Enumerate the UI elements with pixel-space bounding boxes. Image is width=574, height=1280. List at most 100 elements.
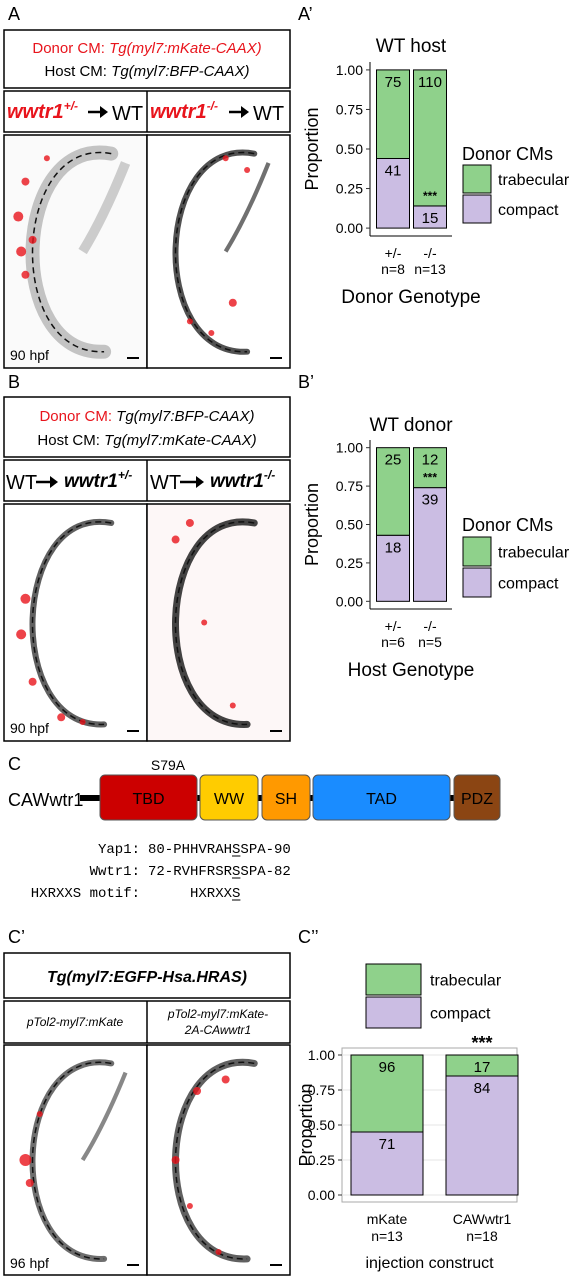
donor-cell xyxy=(57,713,66,722)
donor-cell xyxy=(79,719,86,726)
y-tick-label: 0.00 xyxy=(336,220,363,236)
x-axis-title: Donor Genotype xyxy=(341,287,480,308)
legend-key xyxy=(365,996,422,1029)
charts: 0.000.250.500.751.004175+/-n=815110-/-n=… xyxy=(296,36,570,1272)
arrow-head xyxy=(100,106,108,118)
bar-segment xyxy=(376,534,410,602)
x-tick-label: -/- xyxy=(423,618,437,634)
bar-segment xyxy=(413,69,447,207)
bar-count: 15 xyxy=(422,210,439,227)
panel-label: C’’ xyxy=(298,927,319,947)
legend-label: compact xyxy=(430,1006,491,1023)
x-tick-label: mKate xyxy=(367,1211,408,1227)
y-tick-label: 0.75 xyxy=(336,478,363,494)
sequence: HXRXXS xyxy=(190,886,240,902)
y-tick-label: 0.50 xyxy=(336,141,363,157)
sequence: 72-RVHFRSRSSPA-82 xyxy=(148,864,291,880)
genotype: wwtr1+/- xyxy=(7,99,78,123)
donor-line: Donor CM: Tg(myl7:BFP-CAAX) xyxy=(39,408,254,425)
donor-cell xyxy=(19,1154,32,1166)
chart-title: WT host xyxy=(376,36,447,57)
construct-label: CAWwtr1 xyxy=(8,790,83,810)
chart: 0.00 0.25 0.50 0.75 1.00 41 75 +/-n=8 15 110 -/-n=… xyxy=(302,36,570,308)
gene-sup: +/- xyxy=(118,468,132,482)
bar-segment xyxy=(376,69,410,159)
source: WT xyxy=(6,472,37,494)
sequence-label: Yap1: xyxy=(98,842,140,858)
sequence: 80-PHHVRAHSSPA-90 xyxy=(148,842,291,858)
bar-count: 41 xyxy=(385,162,402,179)
y-tick-label: 0.25 xyxy=(336,181,363,197)
x-tick-label: +/- xyxy=(385,618,402,634)
donor-cell xyxy=(16,246,27,257)
bar-count: 75 xyxy=(385,74,402,91)
arrow-head xyxy=(196,476,204,488)
y-tick-label: 0.00 xyxy=(308,1187,335,1203)
tissue-edge xyxy=(31,521,112,726)
legend-box xyxy=(3,396,291,458)
domain-label: TAD xyxy=(366,791,397,808)
gene-sup: -/- xyxy=(264,468,275,482)
x-tick-label: -/- xyxy=(423,245,437,261)
arrow-head xyxy=(241,106,249,118)
donor-cell xyxy=(171,535,180,544)
y-axis-title: Proportion xyxy=(302,107,322,190)
donor-cell xyxy=(28,235,37,244)
x-axis-title: injection construct xyxy=(365,1255,494,1272)
bar-segment xyxy=(376,447,410,536)
legend-label: compact xyxy=(498,576,559,593)
tissue-edge xyxy=(174,151,255,353)
x-tick-note: n=5 xyxy=(418,634,442,650)
host-label: Host CM: xyxy=(37,432,100,449)
source: WT xyxy=(150,472,181,494)
chart-title: WT donor xyxy=(369,415,453,436)
donor-cell xyxy=(43,155,50,162)
domain xyxy=(312,774,451,821)
donor-cell xyxy=(21,177,30,186)
legend-key xyxy=(462,536,492,567)
donor-label: Donor CM: xyxy=(32,40,105,57)
bar-segment xyxy=(376,157,410,229)
legend-box xyxy=(3,29,291,89)
donor-cell xyxy=(228,298,237,307)
gene: wwtr1 xyxy=(7,101,64,123)
donor-cell xyxy=(221,1075,230,1084)
sequence-label: HXRXXS motif: xyxy=(31,886,140,902)
y-tick-label: 1.00 xyxy=(336,440,363,456)
donor-transgene: Tg(myl7:mKate-CAAX) xyxy=(109,40,262,57)
donor-cell xyxy=(215,1249,222,1255)
bar-count: 110 xyxy=(418,74,442,91)
donor-cell xyxy=(186,318,193,325)
donor-cell xyxy=(201,619,208,626)
bar-count: 17 xyxy=(474,1059,491,1076)
y-tick-label: 0.50 xyxy=(308,1117,335,1133)
y-tick-label: 0.00 xyxy=(336,593,363,609)
donor-cell xyxy=(185,518,194,527)
tissue xyxy=(80,1071,128,1162)
y-axis-title: Proportion xyxy=(302,483,322,566)
gene: wwtr1 xyxy=(210,471,264,492)
host-line: Host CM: Tg(myl7:BFP-CAAX) xyxy=(44,63,249,80)
panel-label: A xyxy=(8,4,20,24)
tissue-edge xyxy=(31,1061,112,1260)
genotype: wwtr1-/- xyxy=(150,99,218,123)
target: WT xyxy=(253,103,284,125)
x-axis-title: Host Genotype xyxy=(348,660,475,681)
stage-label: 90 hpf xyxy=(10,347,49,363)
y-tick-label: 0.50 xyxy=(336,517,363,533)
panel-label: C’ xyxy=(8,927,25,947)
panel-label: A’ xyxy=(298,4,313,24)
tissue-edge xyxy=(174,1061,255,1260)
arrow-head xyxy=(50,476,58,488)
host-line: Host CM: Tg(myl7:mKate-CAAX) xyxy=(37,432,256,449)
legend-key xyxy=(462,194,492,224)
bar-count: 12 xyxy=(422,452,439,469)
host-transgene: Tg(myl7:BFP-CAAX) xyxy=(111,63,249,80)
x-tick-note: n=13 xyxy=(414,261,446,277)
donor-cell xyxy=(244,166,251,173)
host-label: Host CM: xyxy=(44,63,107,80)
legend-label: trabecular xyxy=(430,973,502,990)
y-tick-label: 0.75 xyxy=(336,101,363,117)
domain xyxy=(99,774,198,821)
